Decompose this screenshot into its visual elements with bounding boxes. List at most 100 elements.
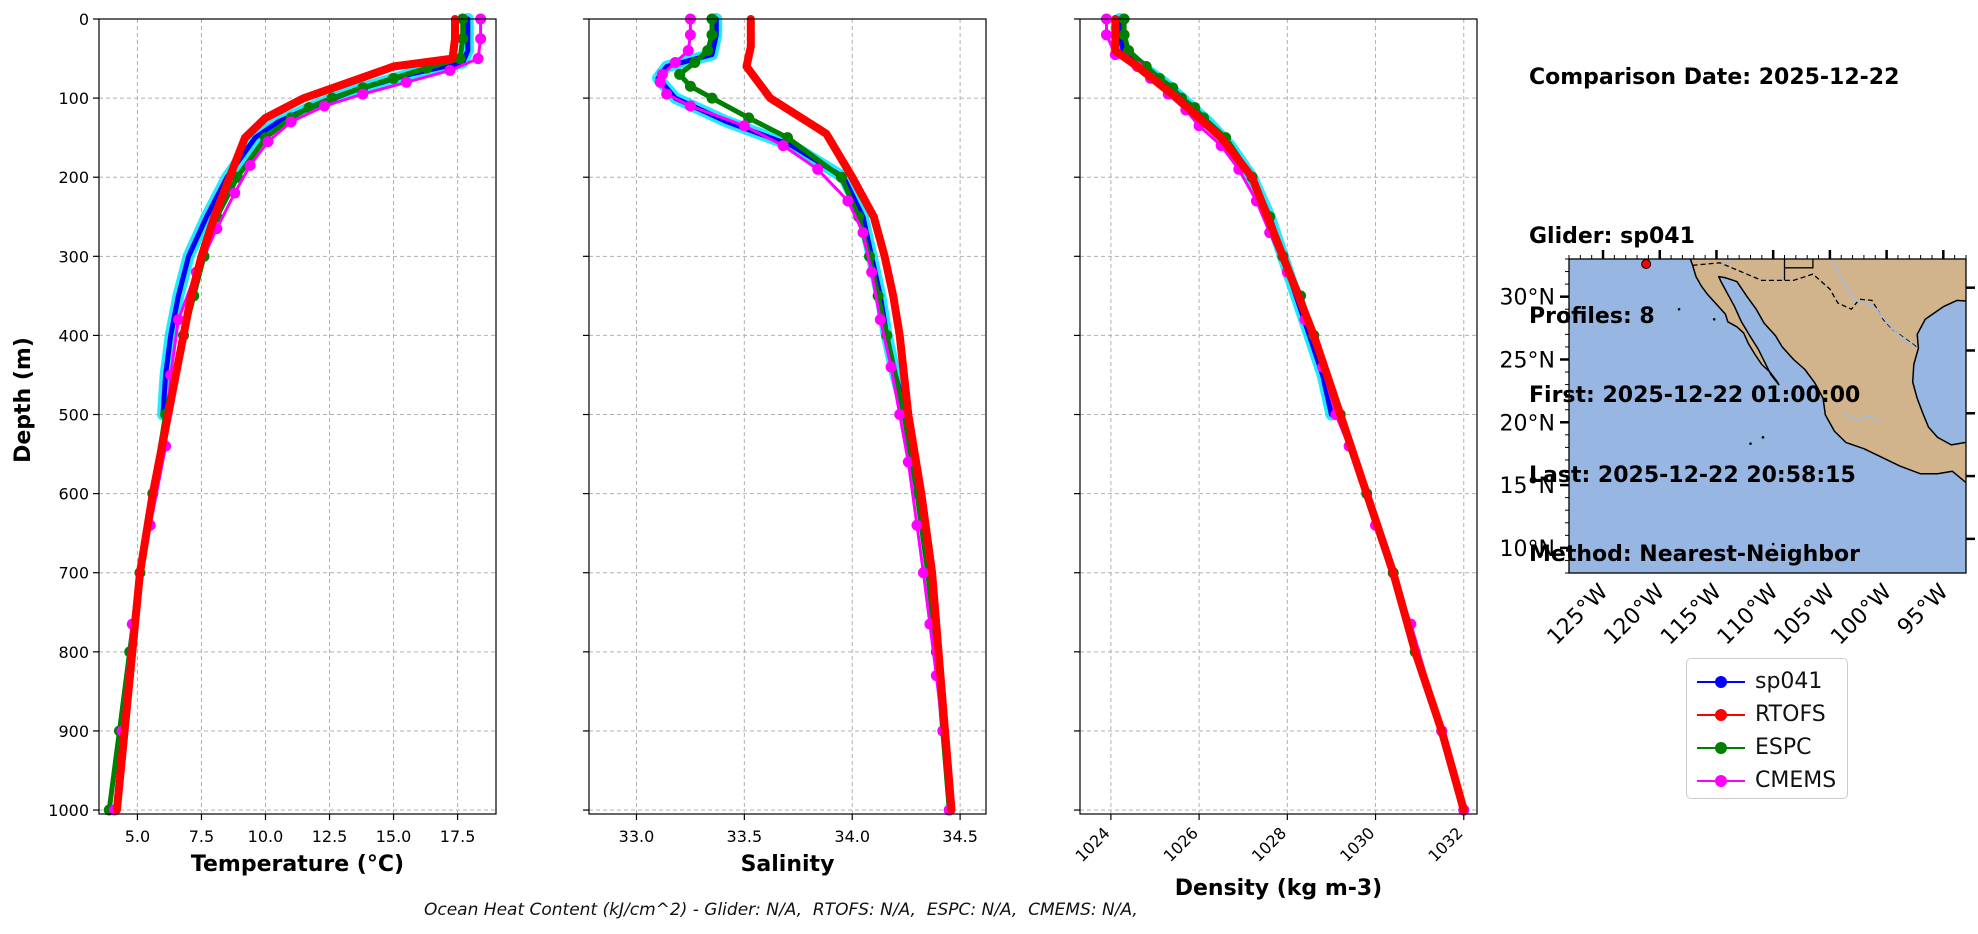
legend-item-espc: ESPC [1695,731,1839,764]
series-point-cmems [917,567,929,579]
x-tick-label: 34.0 [834,827,870,846]
axes-frame [1079,18,1478,815]
legend: sp041 RTOFS ESPC CMEMS [1686,658,1848,799]
legend-label: RTOFS [1755,702,1826,727]
x-tick-label: 15.0 [376,827,412,846]
legend-swatch [1695,707,1747,723]
lat-tick-label: 20°N [1500,411,1555,436]
y-tick-label: 100 [58,89,89,108]
x-tick-label: 5.0 [125,827,150,846]
series-point-cmems [172,314,184,326]
series-point-cmems [885,361,897,373]
legend-swatch [1695,674,1747,690]
border-state [1784,259,1814,269]
y-tick-label: 0 [79,10,89,29]
x-tick-label: 33.0 [619,827,655,846]
series-point-cmems [475,33,487,45]
x-tick-label: 1032 [1424,823,1466,865]
series-point-cmems [444,64,456,76]
x-tick-label: 34.5 [942,827,978,846]
series-point-espc [684,80,696,92]
series-point-espc [326,92,338,104]
series-point-espc [1118,29,1130,41]
series-point-cmems [911,519,923,531]
series-point-cmems [654,76,666,88]
y-tick-label: 500 [58,406,89,425]
y-axis-label: Depth (m) [11,337,36,463]
x-axis-label: Density (kg m-3) [1175,876,1383,901]
series-point-espc [835,171,847,183]
series-point-espc [674,68,686,80]
glider-name: Glider: sp041 [1529,224,1695,249]
spacer [1529,145,1899,172]
river [1721,259,1736,266]
y-tick-label: 700 [58,564,89,583]
series-point-cmems [244,159,256,171]
last-time: Last: 2025-12-22 20:58:15 [1529,462,1856,488]
lon-tick-label: 95°W [1893,579,1954,640]
island [1749,442,1752,445]
y-tick-label: 200 [58,168,89,187]
series-point-espc [388,72,400,84]
series-point-cmems [318,100,330,112]
map-frame [1568,258,1967,574]
first-time: First: 2025-12-22 01:00:00 [1529,383,1861,408]
series-point-cmems [684,29,696,41]
x-tick-label: 1028 [1248,823,1290,865]
lat-tick-label: 10°N [1500,537,1555,562]
x-tick-label: 12.5 [312,827,348,846]
series-point-cmems [902,456,914,468]
x-tick-label: 10.0 [248,827,284,846]
series-point-cmems [229,187,241,199]
x-axis-label: Temperature (°C) [191,852,404,877]
legend-label: ESPC [1755,735,1812,760]
series-point-espc [457,33,469,45]
x-tick-label: 7.5 [189,827,214,846]
series-point-cmems [682,45,694,57]
series-point-cmems [777,140,789,152]
y-tick-label: 400 [58,326,89,345]
x-tick-label: 17.5 [440,827,476,846]
series-point-cmems [262,136,274,148]
lat-tick-label: 25°N [1500,348,1555,373]
land-layer [1677,259,1966,546]
series-point-cmems [812,163,824,175]
series-line-rtofs [742,15,956,814]
y-tick-label: 1000 [48,801,89,820]
series-point-espc [702,45,714,57]
y-tick-label: 900 [58,722,89,741]
border-us-mexico [1692,262,1919,349]
legend-swatch [1695,740,1747,756]
density-panel: 1024 1026 1028 1030 1032 Density (kg m-3) [1071,13,1478,901]
method: Method: Nearest-Neighbor [1529,542,1860,567]
info-block: Comparison Date: 2025-12-22 Glider: sp04… [1529,12,1899,595]
x-axis-label: Salinity [741,852,835,877]
profiles-count: Profiles: 8 [1529,303,1655,329]
x-tick-label: 1026 [1160,823,1202,865]
series-point-espc [706,92,718,104]
x-tick-label: 1024 [1071,823,1113,865]
series-point-cmems [738,120,750,132]
land-mexico [1689,259,1966,484]
legend-label: sp041 [1755,669,1823,694]
series-point-cmems [400,76,412,88]
series-line-rtofs [112,15,459,814]
series-point-cmems [472,53,484,65]
series-point-cmems [669,57,681,69]
x-tick-label: 33.5 [727,827,763,846]
series-point-cmems [842,195,854,207]
series-point-cmems [857,227,869,239]
series-point-cmems [874,314,886,326]
series-point-espc [706,29,718,41]
lat-tick-label: 15°N [1500,474,1555,499]
series-point-cmems [684,100,696,112]
series-point-cmems [661,88,673,100]
island [1771,542,1775,546]
comparison-date: Comparison Date: 2025-12-22 [1529,65,1900,90]
legend-item-sp041: sp041 [1695,665,1839,698]
island [1712,317,1716,321]
axes-frame [588,18,987,815]
series-point-cmems [866,266,878,278]
y-tick-label: 600 [58,485,89,504]
